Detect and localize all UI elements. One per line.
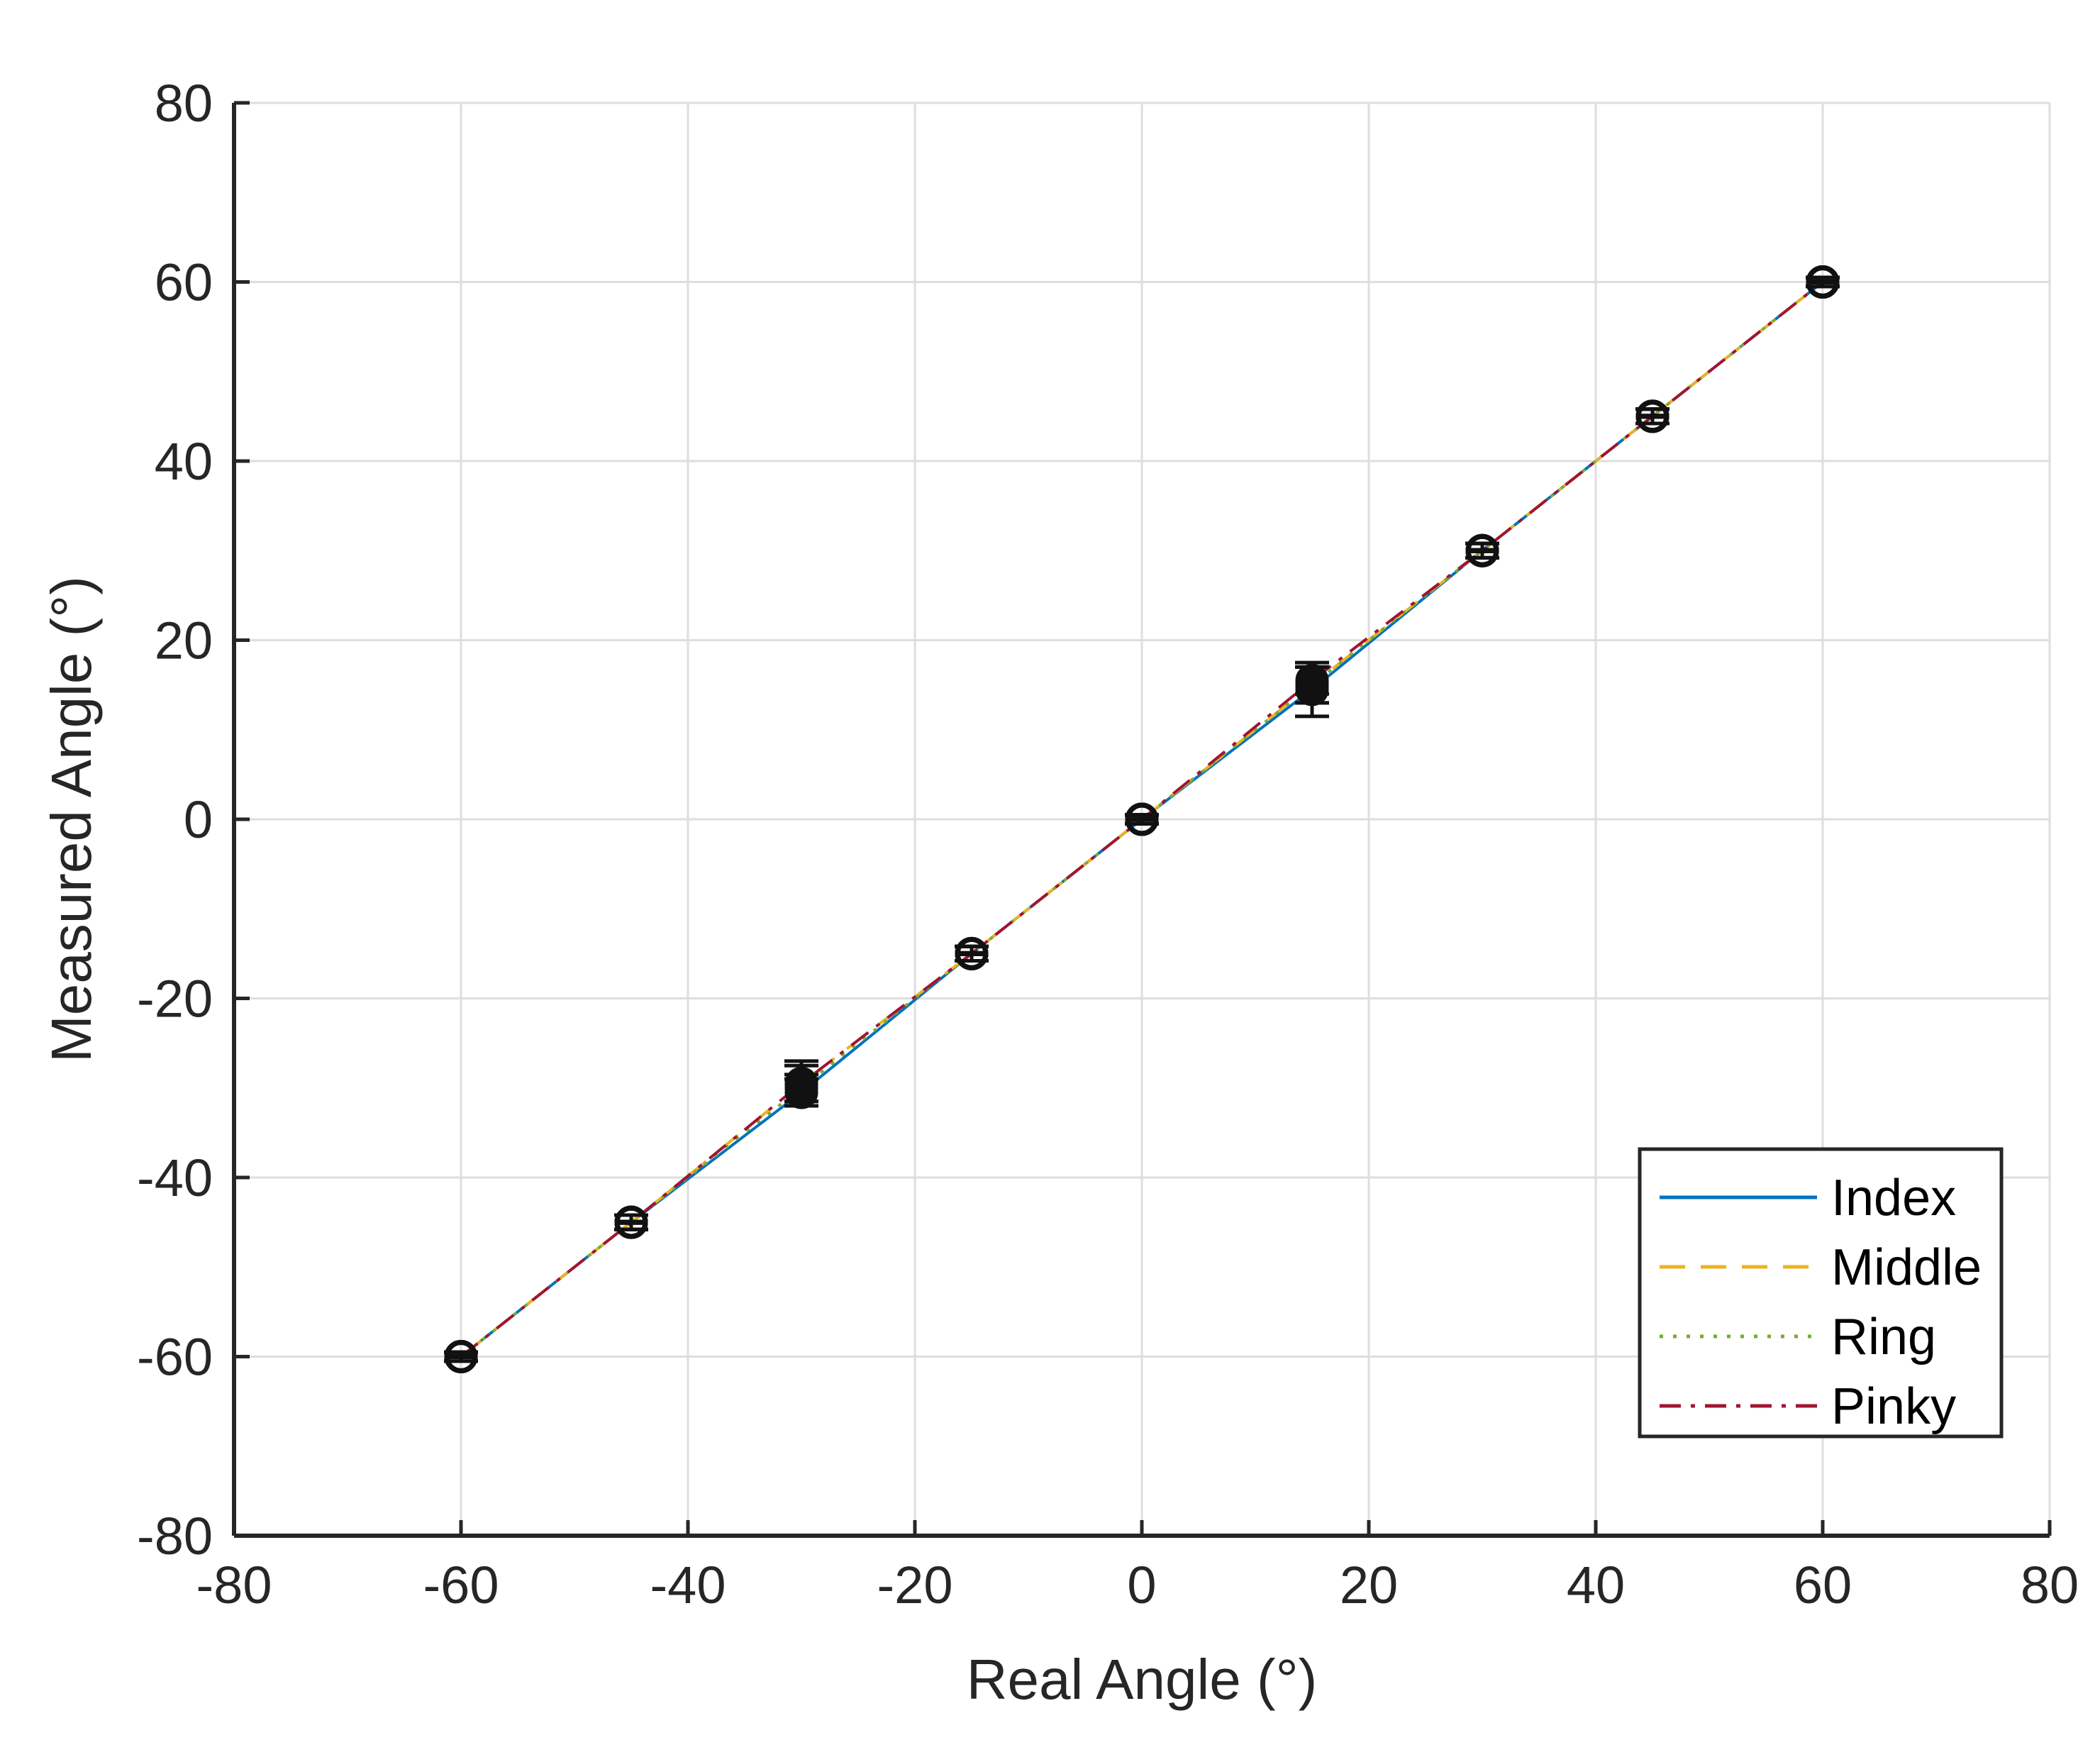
legend-label: Middle [1831,1239,1982,1296]
legend: Index Middle Ring Pinky [1638,1147,2004,1439]
data-point-pinky [1465,533,1499,567]
data-point-pinky [1295,663,1329,697]
y-tick-label: -60 [137,1328,213,1387]
legend-label: Index [1831,1170,1956,1226]
y-tick-label: -20 [137,970,213,1029]
legend-label: Ring [1831,1309,1936,1365]
y-tick-label: 20 [155,611,213,670]
x-tick-label: 0 [1127,1556,1156,1614]
markers [444,265,1840,1373]
x-tick-label: 40 [1567,1556,1625,1614]
y-tick-label: 40 [155,432,213,491]
data-point-pinky [614,1205,648,1239]
x-tick-label: -60 [423,1556,499,1614]
data-point-pinky [1125,802,1159,836]
y-tick-label: -80 [137,1507,213,1566]
legend-item-middle: Middle [1660,1239,1982,1296]
data-point-pinky [1635,399,1670,433]
legend-item-ring: Ring [1660,1309,1936,1365]
x-tick-label: 20 [1340,1556,1398,1614]
x-tick-label: 60 [1794,1556,1852,1614]
x-axis-label: Real Angle (°) [967,1648,1317,1711]
y-tick-label: -40 [137,1148,213,1207]
ticks: -80 -60 -40 -20 0 20 40 60 80 -80 -60 -40 -20 0 20 40 60… [137,74,2079,1614]
y-axis-label: Measured Angle (°) [40,576,103,1063]
y-tick-label: 0 [184,790,213,849]
x-tick-label: -20 [877,1556,953,1614]
x-tick-label: 80 [2021,1556,2079,1614]
data-point-pinky [784,1066,818,1100]
legend-label: Pinky [1831,1378,1956,1435]
x-tick-label: -80 [196,1556,272,1614]
data-point-pinky [955,936,989,970]
legend-item-index: Index [1660,1170,1956,1226]
legend-item-pinky: Pinky [1660,1378,1956,1435]
x-tick-label: -40 [650,1556,726,1614]
data-point-pinky [444,1340,478,1373]
y-tick-label: 60 [155,253,213,312]
y-tick-label: 80 [155,74,213,133]
data-point-pinky [1806,265,1840,299]
